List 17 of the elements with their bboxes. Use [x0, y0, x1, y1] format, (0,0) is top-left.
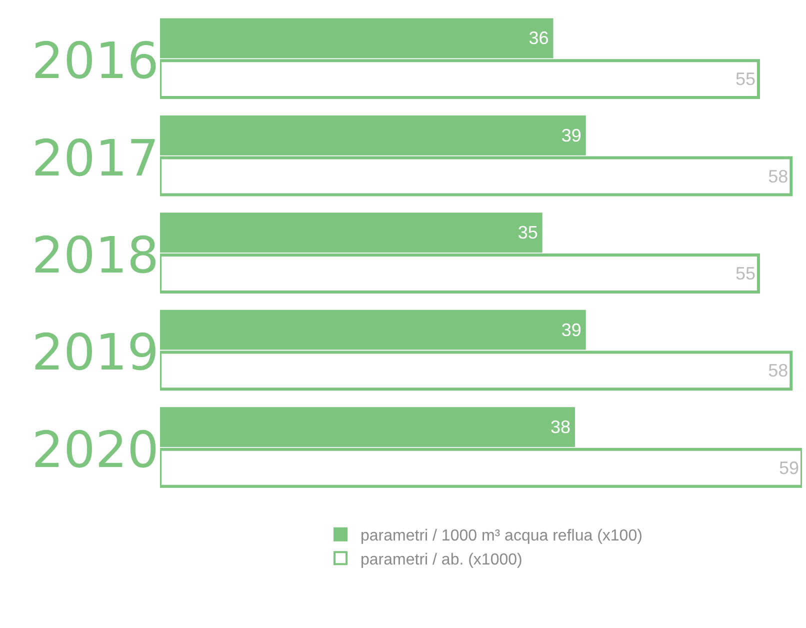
y-tick-label: 2019: [32, 324, 159, 382]
legend-label: parametri / ab. (x1000): [360, 551, 522, 568]
y-tick-label: 2018: [32, 226, 159, 284]
data-label: 55: [735, 69, 756, 90]
y-tick-label: 2020: [32, 420, 159, 479]
data-label: 58: [768, 360, 788, 381]
data-label: 39: [561, 320, 582, 340]
legend-label: parametri / 1000 m³ acqua reflua (x100): [360, 528, 642, 545]
data-label: 59: [778, 458, 799, 478]
data-label: 36: [528, 28, 549, 48]
data-label: 38: [550, 417, 570, 438]
data-label: 55: [735, 263, 756, 284]
data-label: 58: [768, 166, 788, 186]
data-label: 39: [561, 125, 582, 146]
y-tick-label: 2017: [32, 129, 159, 188]
y-tick-label: 2016: [32, 32, 159, 90]
data-label: 35: [518, 222, 538, 243]
